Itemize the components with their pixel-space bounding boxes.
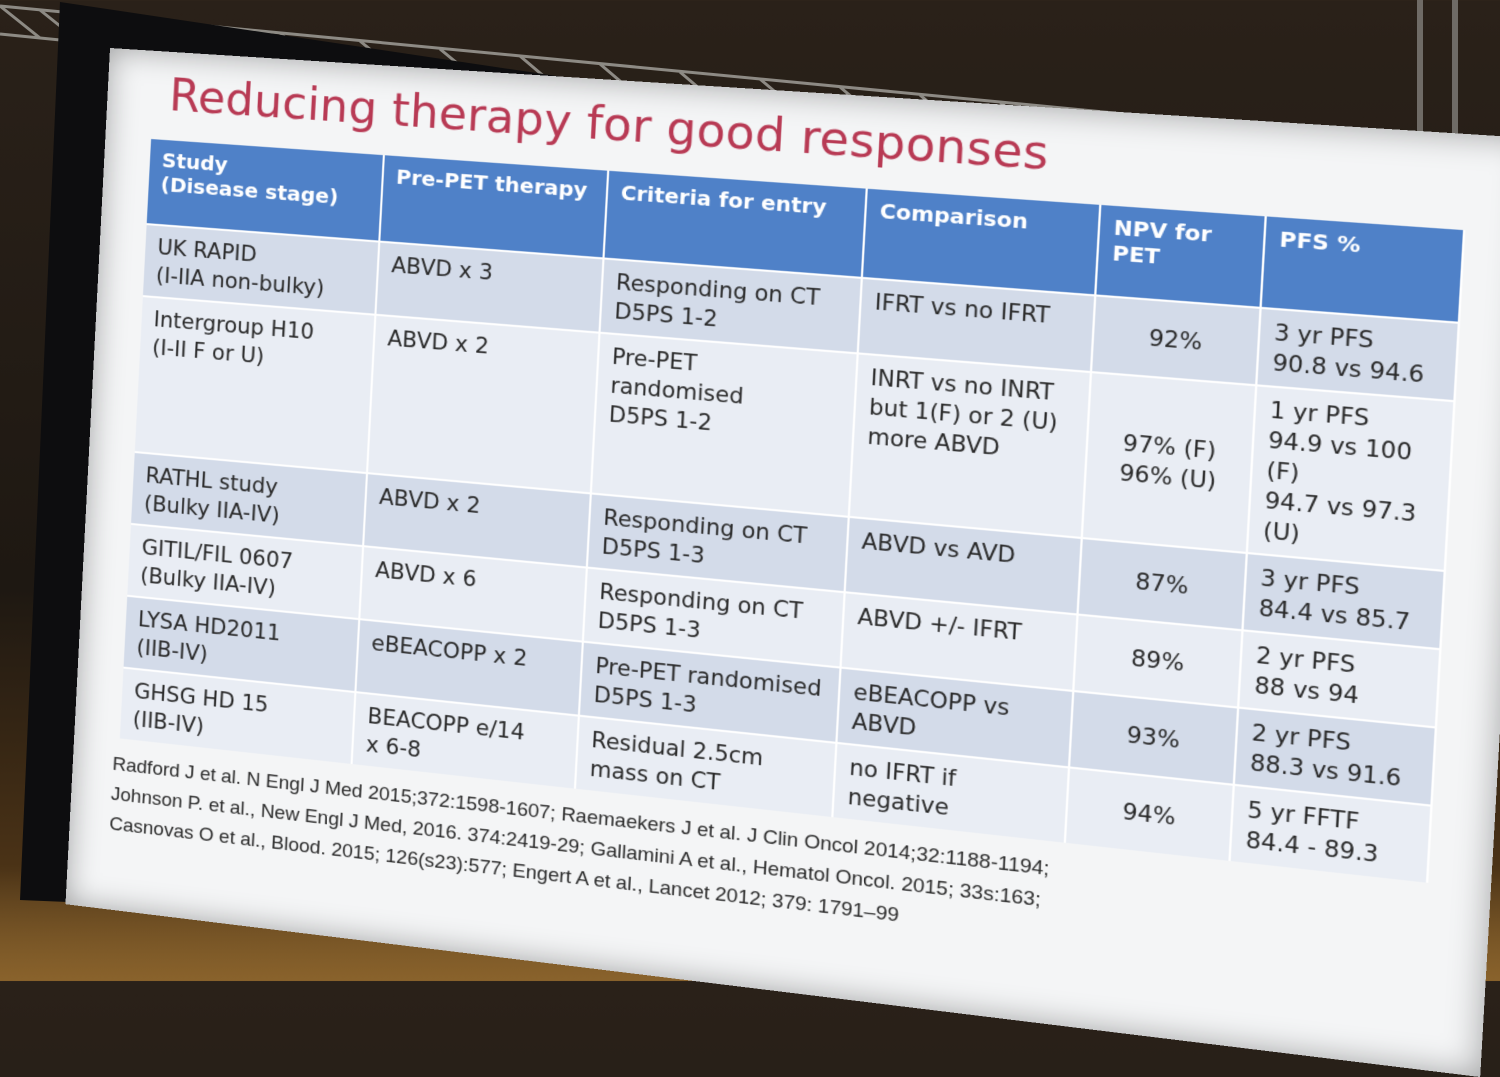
header-npv: NPV for PET (1095, 205, 1265, 308)
header-comparison: Comparison (862, 189, 1100, 296)
header-pfs: PFS % (1261, 216, 1465, 322)
cell-npv: 92% (1091, 295, 1261, 385)
cell-pfs: 1 yr PFS 94.9 vs 100 (F) 94.7 vs 97.3 (U… (1247, 385, 1455, 571)
header-pre-pet-therapy: Pre-PET therapy (379, 155, 608, 258)
cell-criteria: Pre-PET randomised D5PS 1-2 (591, 333, 858, 517)
trials-table: Study (Disease stage) Pre-PET therapy Cr… (120, 139, 1466, 883)
cell-comparison: INRT vs no INRT but 1(F) or 2 (U) more A… (849, 353, 1091, 538)
cell-pre-pet-therapy: ABVD x 2 (367, 315, 599, 494)
presentation-slide: Reducing therapy for good responses Stud… (65, 48, 1500, 1077)
cell-npv: 94% (1065, 767, 1234, 861)
cell-study: Intergroup H10 (I-II F or U) (135, 296, 376, 473)
cell-npv: 97% (F) 96% (U) (1082, 372, 1256, 553)
